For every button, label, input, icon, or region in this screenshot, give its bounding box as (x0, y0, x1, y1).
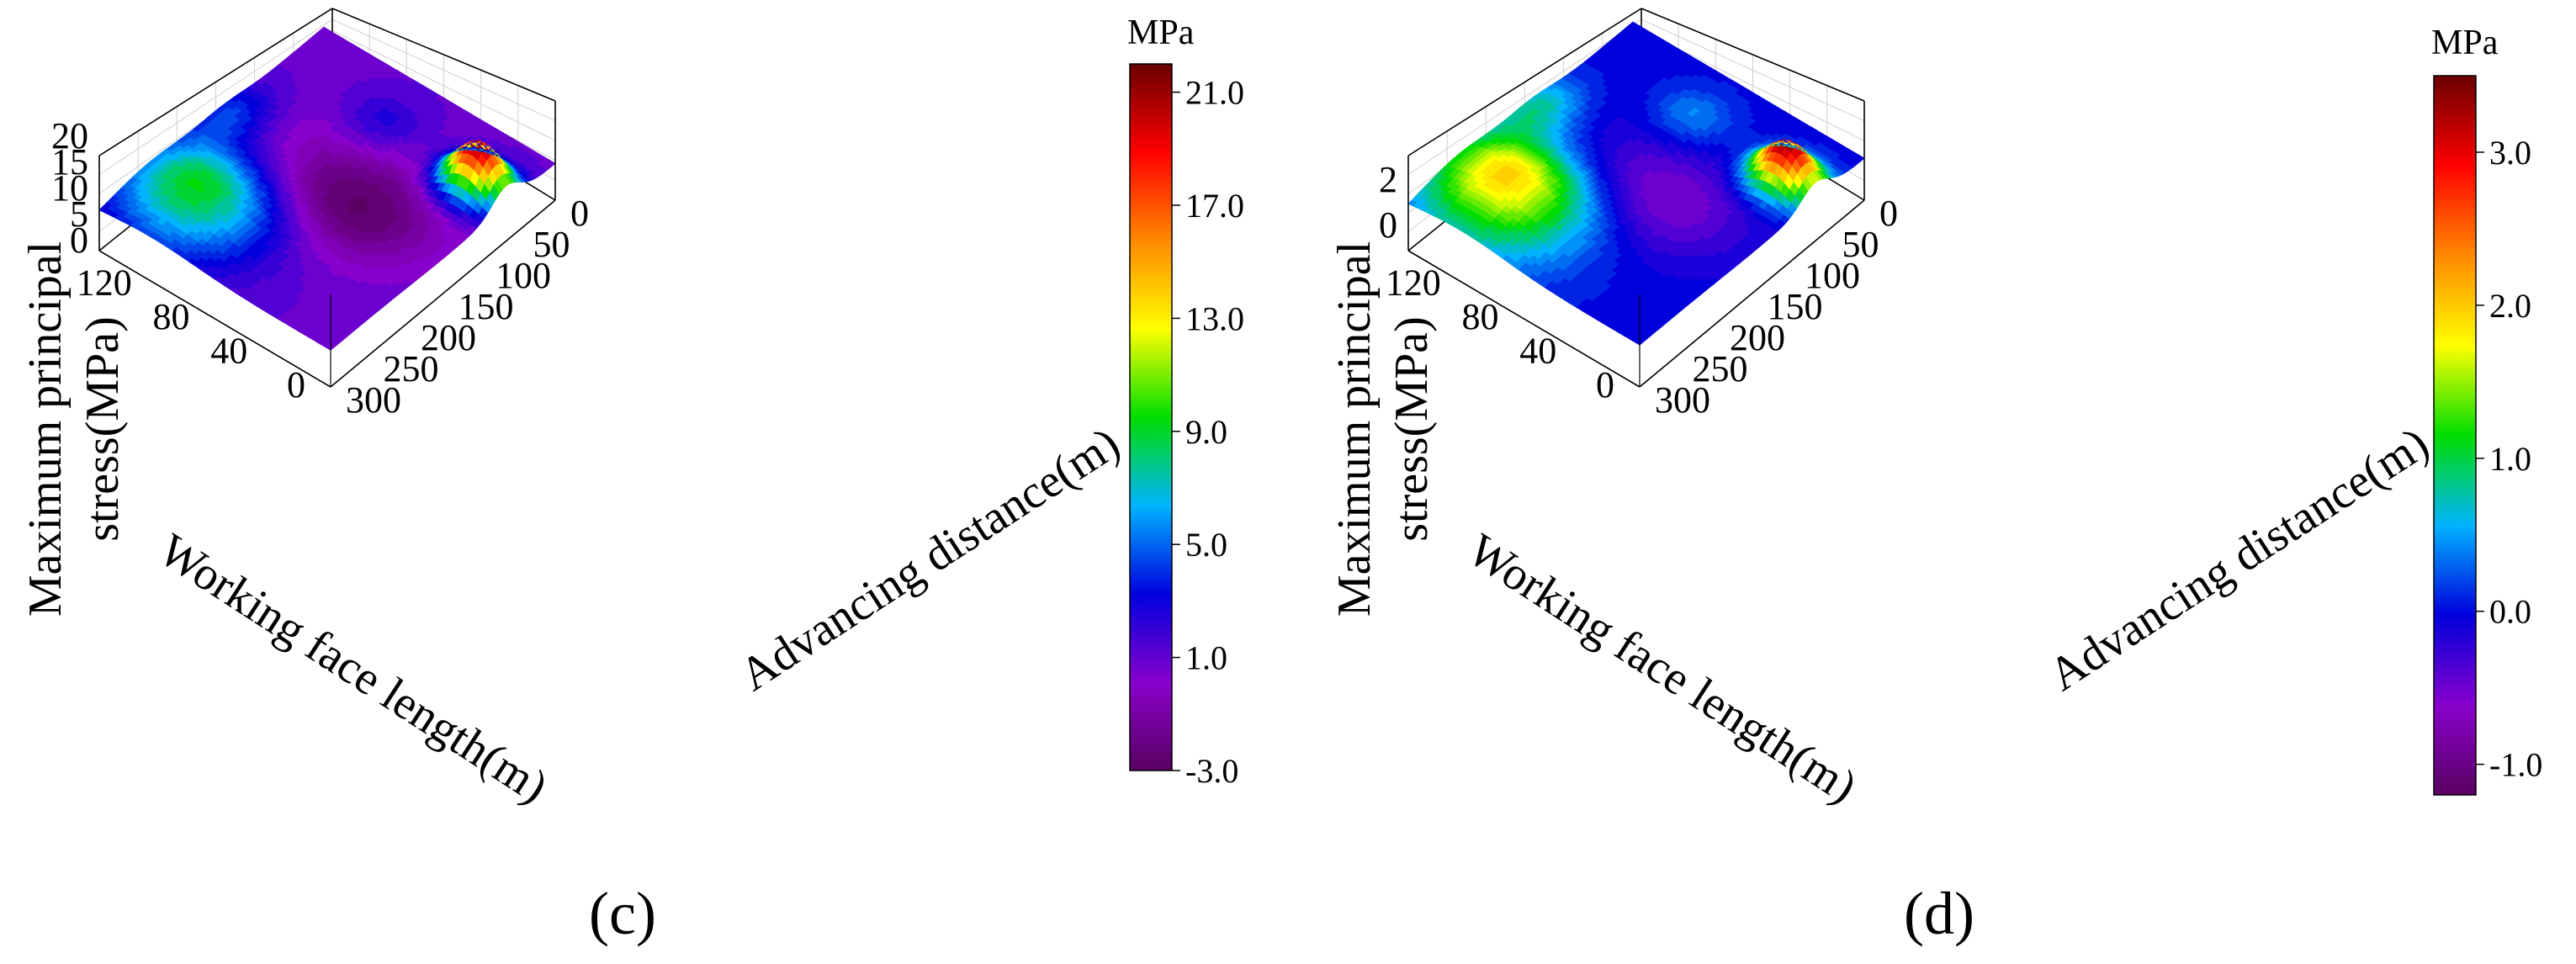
x-tick-label: 80 (153, 296, 190, 337)
colorbar-tick-label: 13.0 (1185, 299, 1244, 337)
box-edge (98, 8, 333, 156)
grid-line (331, 29, 556, 141)
z-axis-label-line2: stress(MPa) (77, 316, 129, 542)
colorbar-tick-label: 17.0 (1185, 187, 1244, 225)
grid-line (98, 19, 333, 176)
x-tick-label: 40 (210, 331, 247, 372)
colorbar-tick-label: 1.0 (1185, 639, 1227, 677)
stress-surface (98, 26, 556, 351)
colorbar-ticks: 21.0 17.0 13.0 9.0 5.0 1.0 -3.0 (1172, 74, 1244, 790)
colorbar: MPa 21.0 17.0 13.0 9.0 5.0 1.0 -3.0 (1127, 13, 1244, 790)
x-tick-label: 0 (287, 364, 305, 405)
y-tick-label: 300 (346, 379, 401, 421)
panel-label-c: (c) (589, 880, 656, 947)
z-axis-label-line1: Maximum principal (19, 241, 72, 617)
y-axis-label: Advancing distance(m) (731, 417, 1129, 701)
box-edge (331, 8, 556, 102)
y-tick-label: 0 (570, 193, 589, 234)
x-axis-label: Working face length(m) (150, 524, 557, 813)
z-tick-label: 20 (51, 115, 88, 156)
colorbar-tick-label: 21.0 (1185, 74, 1244, 112)
colorbar-tick-label: -3.0 (1185, 752, 1238, 790)
grid-line (331, 19, 556, 122)
colorbar-tick-label: 9.0 (1185, 413, 1227, 451)
x-tick-label: 120 (77, 262, 132, 304)
colorbar-bar (1129, 63, 1173, 771)
colorbar-unit: MPa (1127, 13, 1195, 52)
colorbar-tick-label: 5.0 (1185, 526, 1227, 564)
